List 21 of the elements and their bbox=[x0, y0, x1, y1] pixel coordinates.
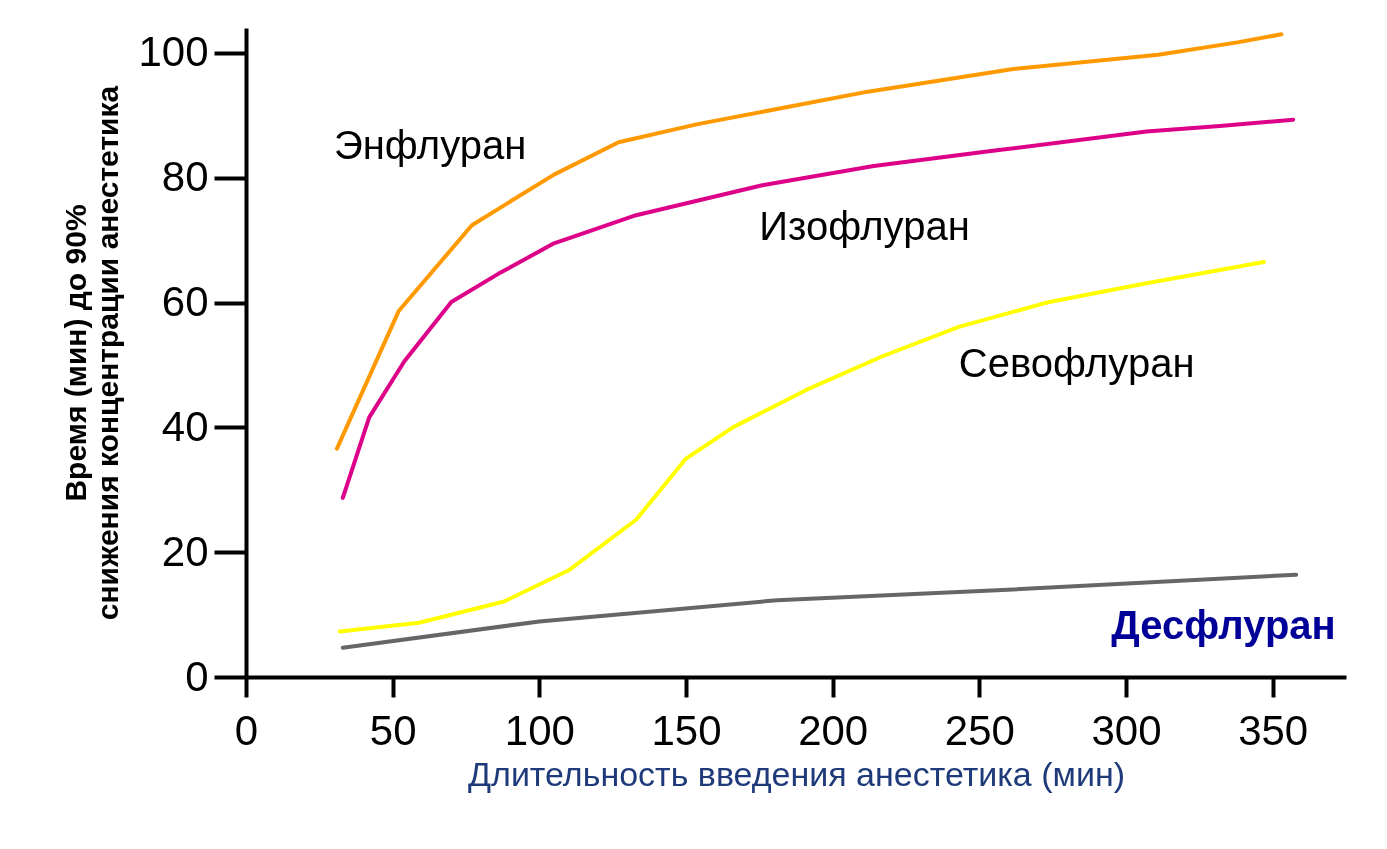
y-tick-label: 100 bbox=[138, 28, 209, 76]
y-axis-title: Время (мин) до 90% снижения концентрации анестетика bbox=[59, 85, 125, 621]
x-tick-label: 350 bbox=[1238, 706, 1309, 754]
x-tick-label: 200 bbox=[798, 706, 869, 754]
x-tick-label: 300 bbox=[1091, 706, 1162, 754]
y-tick-label: 60 bbox=[161, 278, 209, 326]
x-tick-label: 100 bbox=[504, 706, 575, 754]
series-label: Севофлуран bbox=[958, 340, 1195, 385]
y-tick-label: 20 bbox=[161, 527, 209, 575]
x-tick-label: 0 bbox=[234, 706, 259, 754]
y-tick-label: 80 bbox=[161, 153, 209, 201]
series-label: Изофлуран bbox=[759, 203, 970, 248]
line-series bbox=[334, 32, 1284, 451]
series-label: Энфлуран bbox=[334, 122, 527, 167]
y-tick-label: 0 bbox=[185, 652, 209, 700]
x-axis-title: Длительность введения анестетика (мин) bbox=[468, 754, 1125, 793]
x-tick-label: 50 bbox=[369, 706, 417, 754]
x-tick-label: 150 bbox=[651, 706, 722, 754]
series-label: Десфлуран bbox=[1111, 603, 1336, 648]
y-tick-label: 40 bbox=[161, 402, 209, 450]
x-tick-label: 250 bbox=[944, 706, 1015, 754]
